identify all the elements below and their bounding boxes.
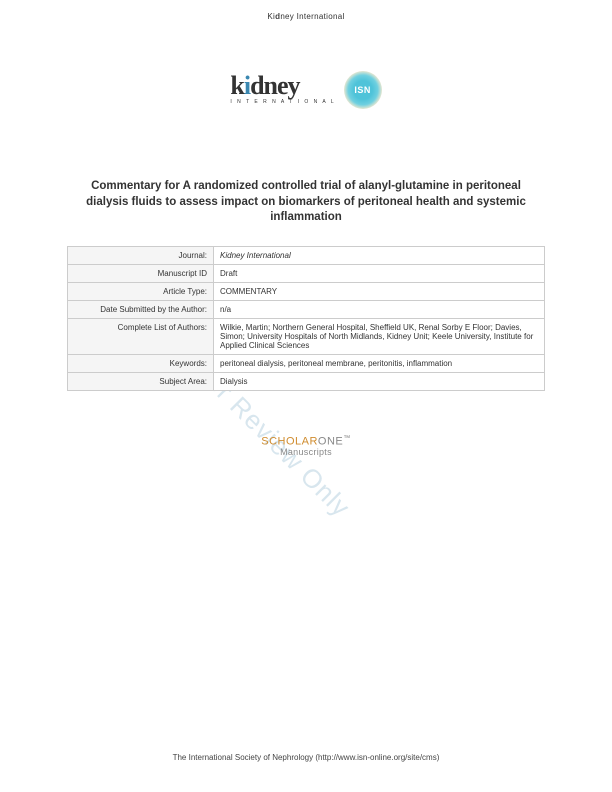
page-footer: The International Society of Nephrology … xyxy=(0,753,612,762)
table-label: Article Type: xyxy=(68,282,214,300)
scholarone-subtitle: Manuscripts xyxy=(0,447,612,457)
table-label: Subject Area: xyxy=(68,372,214,390)
table-row: Complete List of Authors:Wilkie, Martin;… xyxy=(68,318,545,354)
scholarone-scholar: SCHOLAR xyxy=(261,435,318,447)
table-value: Wilkie, Martin; Northern General Hospita… xyxy=(214,318,545,354)
table-row: Article Type:COMMENTARY xyxy=(68,282,545,300)
logo-container: kidney I N T E R N A T I O N A L ISN xyxy=(0,71,612,109)
table-label: Keywords: xyxy=(68,354,214,372)
scholarone-branding: SCHOLARONE™ Manuscripts xyxy=(0,435,612,458)
page-header: Kidney International xyxy=(0,0,612,21)
table-label: Complete List of Authors: xyxy=(68,318,214,354)
kidney-logo: kidney I N T E R N A T I O N A L xyxy=(230,75,335,104)
article-title: Commentary for A randomized controlled t… xyxy=(86,179,526,226)
isn-badge-icon: ISN xyxy=(344,71,382,109)
table-value: Dialysis xyxy=(214,372,545,390)
scholarone-tm: ™ xyxy=(343,435,351,442)
table-row: Subject Area:Dialysis xyxy=(68,372,545,390)
table-value: Draft xyxy=(214,264,545,282)
table-row: Journal:Kidney International xyxy=(68,246,545,264)
table-label: Manuscript ID xyxy=(68,264,214,282)
metadata-table: Journal:Kidney InternationalManuscript I… xyxy=(67,246,545,391)
scholarone-one: ONE xyxy=(318,435,343,447)
table-label: Date Submitted by the Author: xyxy=(68,300,214,318)
table-row: Manuscript IDDraft xyxy=(68,264,545,282)
table-value: COMMENTARY xyxy=(214,282,545,300)
kidney-wordmark: kidney xyxy=(230,75,299,97)
table-row: Date Submitted by the Author:n/a xyxy=(68,300,545,318)
international-subtext: I N T E R N A T I O N A L xyxy=(230,99,335,105)
table-value: Kidney International xyxy=(214,246,545,264)
table-row: Keywords:peritoneal dialysis, peritoneal… xyxy=(68,354,545,372)
table-value: peritoneal dialysis, peritoneal membrane… xyxy=(214,354,545,372)
isn-badge-label: ISN xyxy=(354,85,371,95)
table-label: Journal: xyxy=(68,246,214,264)
table-value: n/a xyxy=(214,300,545,318)
